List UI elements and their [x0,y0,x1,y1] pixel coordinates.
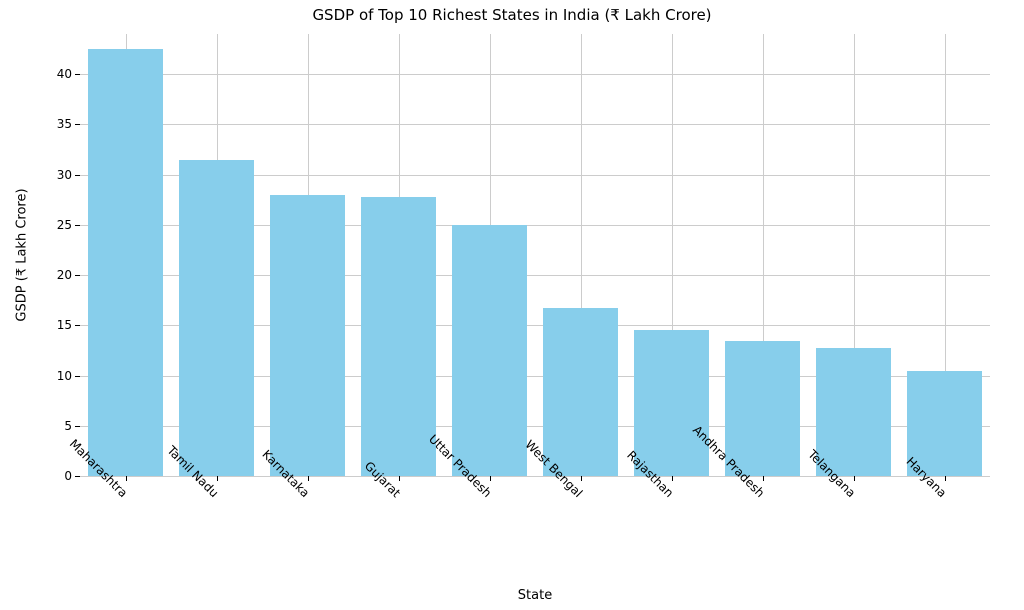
bar [452,225,527,476]
x-tick-label: Telangana [844,486,897,539]
x-tick-label: West Bengal [571,486,634,549]
bar [88,49,163,476]
y-tick-mark [75,476,80,477]
x-tick-mark [945,476,946,481]
y-tick-mark [75,225,80,226]
y-tick-mark [75,275,80,276]
bar [179,160,254,476]
chart-title: GSDP of Top 10 Richest States in India (… [0,6,1024,24]
x-tick-label: Maharashtra [116,486,180,550]
y-tick-mark [75,175,80,176]
plot-area: 0510152025303540MaharashtraTamil NaduKar… [80,34,990,476]
x-tick-mark [308,476,309,481]
chart-container: GSDP of Top 10 Richest States in India (… [0,0,1024,610]
y-axis-label: GSDP (₹ Lakh Crore) [15,155,30,355]
y-tick-mark [75,74,80,75]
x-tick-mark [581,476,582,481]
x-tick-label: Karnataka [298,486,351,539]
x-tick-mark [490,476,491,481]
x-tick-mark [854,476,855,481]
x-tick-label: Haryana [935,486,981,532]
x-tick-label: Uttar Pradesh [480,486,548,554]
bar [270,195,345,476]
y-tick-mark [75,426,80,427]
y-tick-mark [75,376,80,377]
x-tick-mark [217,476,218,481]
x-tick-label: Rajasthan [662,486,714,538]
x-tick-label: Andhra Pradesh [753,486,830,563]
y-tick-mark [75,124,80,125]
y-tick-mark [75,325,80,326]
bar [634,330,709,476]
bar [361,197,436,476]
x-tick-label: Tamil Nadu [207,486,264,543]
x-axis-label: State [80,588,990,603]
bar [816,348,891,476]
x-tick-label: Gujarat [389,486,430,527]
bar [543,308,618,476]
x-tick-mark [763,476,764,481]
x-tick-mark [672,476,673,481]
bar [725,341,800,476]
x-tick-mark [126,476,127,481]
x-tick-mark [399,476,400,481]
